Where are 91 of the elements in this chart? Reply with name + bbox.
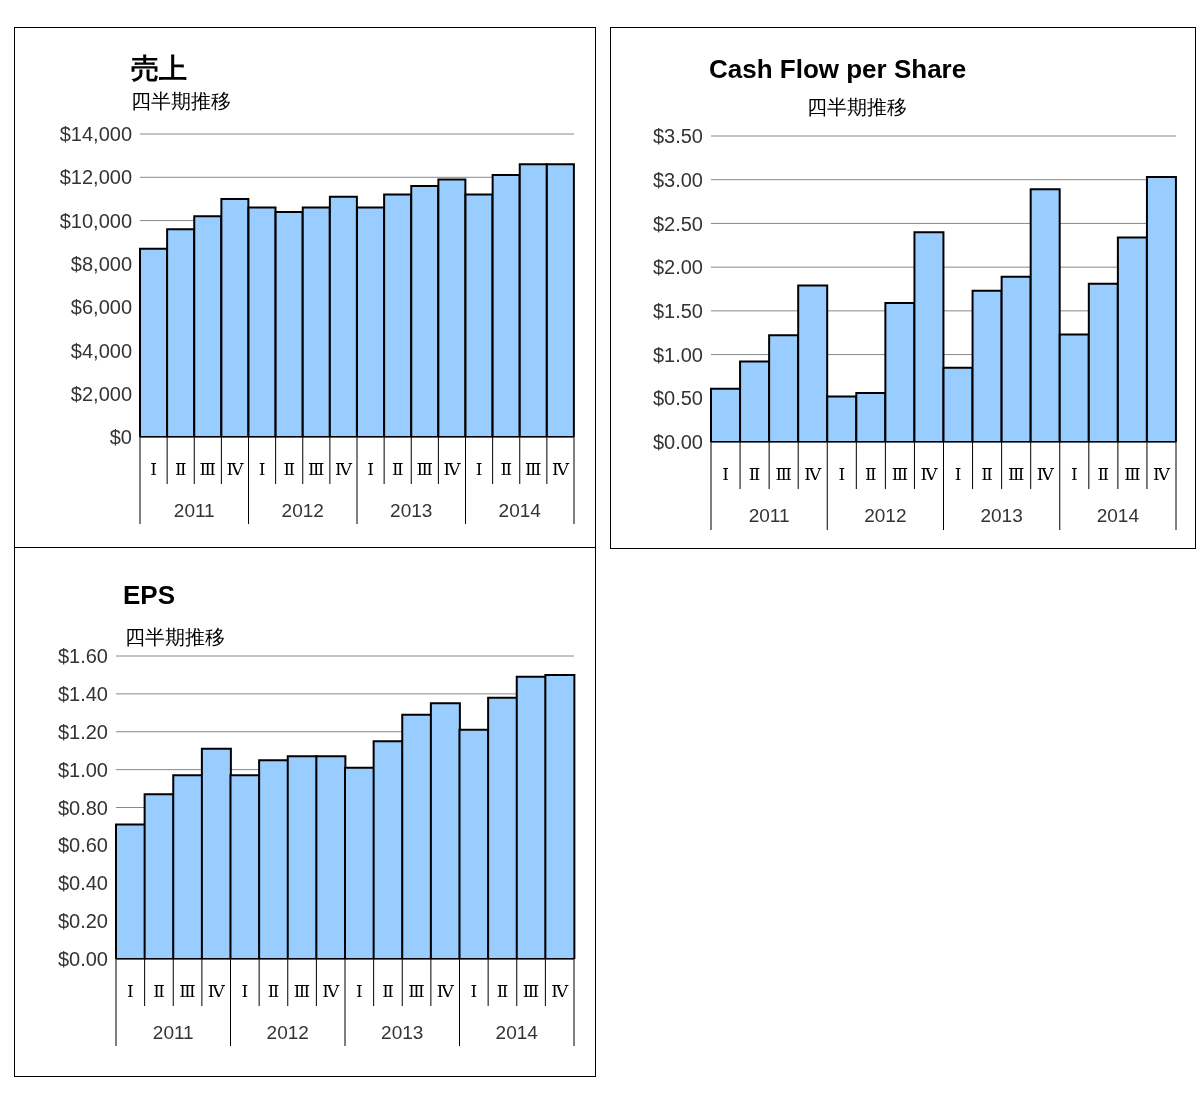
x-tick-label: Ⅲ <box>522 982 540 1001</box>
x-tick-label: Ⅲ <box>525 460 542 479</box>
text: 2011 <box>152 1022 194 1043</box>
text: 2011 <box>173 500 215 521</box>
y-tick-label: $0.60 <box>57 834 108 857</box>
x-tick-label: Ⅰ <box>150 460 157 479</box>
x-tick-label: Ⅱ <box>981 465 993 484</box>
text: 2014 <box>495 1022 539 1043</box>
x-tick-label: Ⅲ <box>293 982 311 1001</box>
x-tick-label: Ⅲ <box>199 460 217 479</box>
x-tick-label: Ⅳ <box>1036 465 1055 484</box>
y-tick-label: $0.00 <box>652 431 703 454</box>
x-tick-label: Ⅲ <box>308 460 325 479</box>
x-tick-label: Ⅰ <box>367 460 374 479</box>
x-tick-label: Ⅳ <box>920 465 939 484</box>
x-tick-label: Ⅳ <box>804 465 823 484</box>
x-tick-label: Ⅱ <box>153 982 165 1001</box>
y-tick-label: $0.00 <box>57 948 108 971</box>
chart-subtitle: 四半期推移 <box>131 89 231 114</box>
x-tick-label: Ⅰ <box>1070 465 1078 484</box>
x-tick-label: Ⅱ <box>174 460 187 479</box>
y-tick-label: $2.50 <box>652 212 703 235</box>
y-tick-label: $0 <box>109 426 132 449</box>
x-tick-label: Ⅳ <box>334 460 353 479</box>
text: 2014 <box>1096 505 1140 526</box>
x-tick-label: Ⅳ <box>551 460 570 479</box>
x-tick-label: Ⅱ <box>865 465 877 484</box>
x-tick-label: Ⅱ <box>267 982 280 1001</box>
y-tick-label: $4,000 <box>70 339 132 362</box>
y-tick-label: $1.00 <box>57 758 108 781</box>
x-tick-label: Ⅰ <box>126 982 134 1001</box>
x-tick-label: Ⅰ <box>355 982 363 1001</box>
y-tick-label: $1.00 <box>652 343 703 366</box>
text: 2012 <box>864 505 907 526</box>
chart-subtitle: 四半期推移 <box>807 95 907 120</box>
y-tick-label: $1.50 <box>652 299 703 322</box>
y-tick-label: $12,000 <box>59 166 132 189</box>
y-tick-label: $2,000 <box>70 382 132 405</box>
y-tick-label: $2.00 <box>652 256 703 279</box>
x-tick-label: Ⅲ <box>1007 465 1025 484</box>
y-tick-label: $6,000 <box>70 296 132 319</box>
x-tick-label: Ⅲ <box>1124 465 1141 484</box>
x-tick-label: Ⅱ <box>496 982 509 1001</box>
x-tick-label: Ⅰ <box>722 465 729 484</box>
x-tick-label: Ⅳ <box>322 982 341 1001</box>
text: 2014 <box>498 500 542 521</box>
text: 2013 <box>381 1022 424 1043</box>
y-tick-label: $10,000 <box>59 209 132 232</box>
x-tick-label: Ⅰ <box>954 465 962 484</box>
chart-title: 売上 <box>131 52 187 86</box>
x-tick-label: Ⅱ <box>382 982 394 1001</box>
y-tick-label: $1.40 <box>57 682 108 705</box>
y-tick-label: $8,000 <box>70 252 132 275</box>
chart-title: EPS <box>123 580 176 611</box>
y-tick-label: $3.50 <box>652 125 703 148</box>
y-tick-label: $1.60 <box>57 645 108 668</box>
y-tick-label: $3.00 <box>652 168 703 191</box>
text: 2012 <box>266 1022 309 1043</box>
x-tick-label: Ⅱ <box>283 460 295 479</box>
x-tick-label: Ⅰ <box>258 460 266 479</box>
x-tick-label: Ⅲ <box>416 460 434 479</box>
chart-subtitle: 四半期推移 <box>125 625 225 650</box>
text: 2011 <box>748 505 790 526</box>
x-tick-label: Ⅱ <box>1097 465 1110 484</box>
x-tick-label: Ⅳ <box>226 460 245 479</box>
y-tick-label: $0.50 <box>652 387 703 410</box>
x-tick-label: Ⅳ <box>443 460 462 479</box>
x-tick-label: Ⅳ <box>436 982 455 1001</box>
text: 2012 <box>281 500 324 521</box>
text: 2013 <box>980 505 1023 526</box>
chart-title: Cash Flow per Share <box>709 54 967 85</box>
x-tick-label: Ⅳ <box>1152 465 1171 484</box>
y-tick-label: $0.20 <box>57 910 108 933</box>
x-tick-label: Ⅱ <box>748 465 761 484</box>
y-tick-label: $14,000 <box>59 123 132 146</box>
x-tick-label: Ⅳ <box>207 982 226 1001</box>
x-tick-label: Ⅲ <box>408 982 425 1001</box>
y-tick-label: $0.80 <box>57 796 108 819</box>
x-tick-label: Ⅰ <box>838 465 846 484</box>
y-tick-label: $1.20 <box>57 720 108 743</box>
x-tick-label: Ⅰ <box>475 460 483 479</box>
x-tick-label: Ⅰ <box>241 982 249 1001</box>
text: 2013 <box>390 500 433 521</box>
y-tick-label: $0.40 <box>57 872 108 895</box>
x-tick-label: Ⅲ <box>179 982 196 1001</box>
x-tick-label: Ⅲ <box>891 465 909 484</box>
x-tick-label: Ⅱ <box>391 460 404 479</box>
x-tick-label: Ⅲ <box>775 465 792 484</box>
x-tick-label: Ⅳ <box>551 982 570 1001</box>
x-tick-label: Ⅰ <box>470 982 478 1001</box>
x-tick-label: Ⅱ <box>500 460 512 479</box>
